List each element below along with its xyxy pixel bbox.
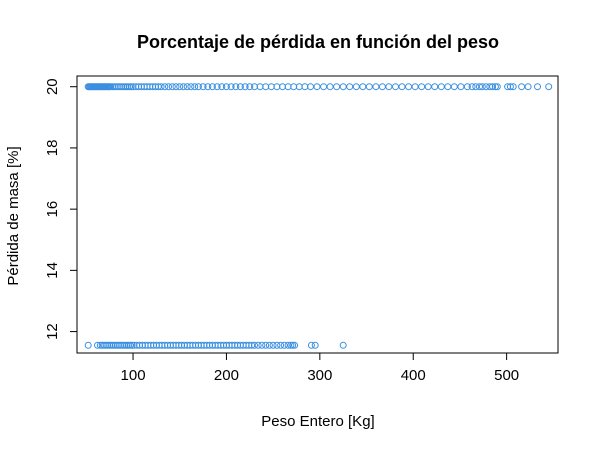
data-point-s0-88 bbox=[372, 83, 380, 91]
data-point-s1-74 bbox=[289, 341, 297, 349]
data-point-s0-95 bbox=[418, 83, 426, 91]
y-tick-label: 12 bbox=[44, 323, 61, 340]
data-point-s0-61 bbox=[218, 83, 226, 91]
y-tick-label: 16 bbox=[44, 201, 61, 218]
data-point-s0-56 bbox=[194, 83, 202, 91]
data-point-s0-85 bbox=[352, 83, 360, 91]
data-point-s0-46 bbox=[157, 83, 165, 91]
data-point-s0-94 bbox=[411, 83, 419, 91]
data-point-s1-76 bbox=[307, 341, 315, 349]
data-point-s0-99 bbox=[444, 83, 452, 91]
x-tick-label: 300 bbox=[307, 367, 332, 384]
data-point-s0-53 bbox=[183, 83, 191, 91]
data-point-s1-63 bbox=[251, 341, 258, 349]
data-point-s1-78 bbox=[339, 341, 347, 349]
data-point-s0-100 bbox=[450, 83, 458, 91]
data-point-s0-54 bbox=[187, 83, 195, 91]
data-point-s0-60 bbox=[213, 83, 221, 91]
data-point-s0-111 bbox=[493, 83, 501, 91]
data-point-s0-106 bbox=[478, 83, 486, 91]
data-point-s1-65 bbox=[258, 341, 266, 349]
y-tick-label: 14 bbox=[44, 262, 61, 279]
data-point-s0-96 bbox=[424, 83, 432, 91]
y-tick-label: 18 bbox=[44, 140, 61, 157]
data-point-s0-103 bbox=[468, 83, 476, 91]
data-point-s0-50 bbox=[172, 83, 180, 91]
data-point-s0-51 bbox=[176, 83, 184, 91]
data-point-s0-110 bbox=[491, 83, 499, 91]
data-point-s1-62 bbox=[248, 341, 256, 349]
y-tick-label: 20 bbox=[44, 78, 61, 95]
data-point-s0-115 bbox=[518, 83, 526, 91]
data-point-s0-114 bbox=[509, 83, 517, 91]
data-point-s0-105 bbox=[476, 83, 483, 91]
data-point-s1-69 bbox=[273, 341, 281, 349]
x-axis-label: Peso Entero [Kg] bbox=[261, 413, 374, 430]
data-point-s1-64 bbox=[254, 341, 262, 349]
data-point-s0-66 bbox=[241, 83, 249, 91]
data-point-s0-67 bbox=[246, 83, 254, 91]
data-point-s0-89 bbox=[378, 83, 386, 91]
data-point-s1-67 bbox=[265, 341, 273, 349]
points-layer bbox=[84, 83, 553, 349]
data-point-s0-118 bbox=[545, 83, 553, 91]
data-point-s0-57 bbox=[199, 83, 207, 91]
data-point-s0-86 bbox=[359, 83, 367, 91]
data-point-s0-93 bbox=[405, 83, 413, 91]
data-point-s1-18 bbox=[126, 341, 134, 349]
data-point-s1-77 bbox=[311, 341, 319, 349]
data-point-s1-66 bbox=[262, 341, 270, 349]
chart-title: Porcentaje de pérdida en función del pes… bbox=[137, 32, 499, 52]
data-point-s0-98 bbox=[437, 83, 445, 91]
data-point-s0-65 bbox=[236, 83, 244, 91]
data-point-s0-92 bbox=[398, 83, 406, 91]
x-axis: 100 200 300 400 500 bbox=[121, 353, 519, 384]
data-point-s0-59 bbox=[208, 83, 216, 91]
plot-frame bbox=[76, 75, 559, 354]
data-point-s0-87 bbox=[365, 83, 373, 91]
data-point-s0-80 bbox=[320, 83, 328, 91]
data-point-s0-47 bbox=[161, 83, 169, 91]
data-point-s0-64 bbox=[232, 83, 240, 91]
data-point-s1-70 bbox=[277, 341, 285, 349]
data-point-s0-79 bbox=[313, 83, 321, 91]
data-point-s0-116 bbox=[524, 83, 532, 91]
data-point-s1-1 bbox=[94, 341, 101, 349]
x-tick-label: 100 bbox=[121, 367, 146, 384]
data-point-s0-49 bbox=[168, 83, 176, 91]
data-point-s1-0 bbox=[84, 341, 92, 349]
data-point-s0-84 bbox=[346, 83, 354, 91]
data-point-s0-101 bbox=[457, 83, 465, 91]
data-point-s0-102 bbox=[463, 83, 471, 91]
x-tick-label: 400 bbox=[401, 367, 426, 384]
data-point-s0-81 bbox=[326, 83, 334, 91]
data-point-s0-83 bbox=[339, 83, 347, 91]
y-axis: 12 14 16 18 20 bbox=[44, 78, 77, 340]
x-tick-label: 200 bbox=[214, 367, 239, 384]
y-axis-label: Pérdida de masa [%] bbox=[5, 146, 22, 285]
data-point-s0-97 bbox=[431, 83, 439, 91]
data-point-s1-19 bbox=[128, 341, 136, 349]
data-point-s1-71 bbox=[280, 341, 288, 349]
data-point-s0-55 bbox=[191, 83, 199, 91]
data-point-s0-113 bbox=[506, 83, 514, 91]
data-point-s0-109 bbox=[489, 83, 497, 91]
x-tick-label: 500 bbox=[494, 367, 519, 384]
data-point-s0-91 bbox=[392, 83, 399, 91]
data-point-s0-63 bbox=[227, 83, 235, 91]
data-point-s0-62 bbox=[222, 83, 230, 91]
data-point-s1-75 bbox=[291, 341, 299, 349]
data-point-s0-52 bbox=[180, 83, 187, 91]
data-point-s0-117 bbox=[534, 83, 541, 91]
data-point-s0-48 bbox=[165, 83, 172, 91]
data-point-s1-68 bbox=[269, 341, 277, 349]
data-point-s0-90 bbox=[385, 83, 393, 91]
data-point-s0-58 bbox=[204, 83, 212, 91]
data-point-s0-82 bbox=[333, 83, 341, 91]
